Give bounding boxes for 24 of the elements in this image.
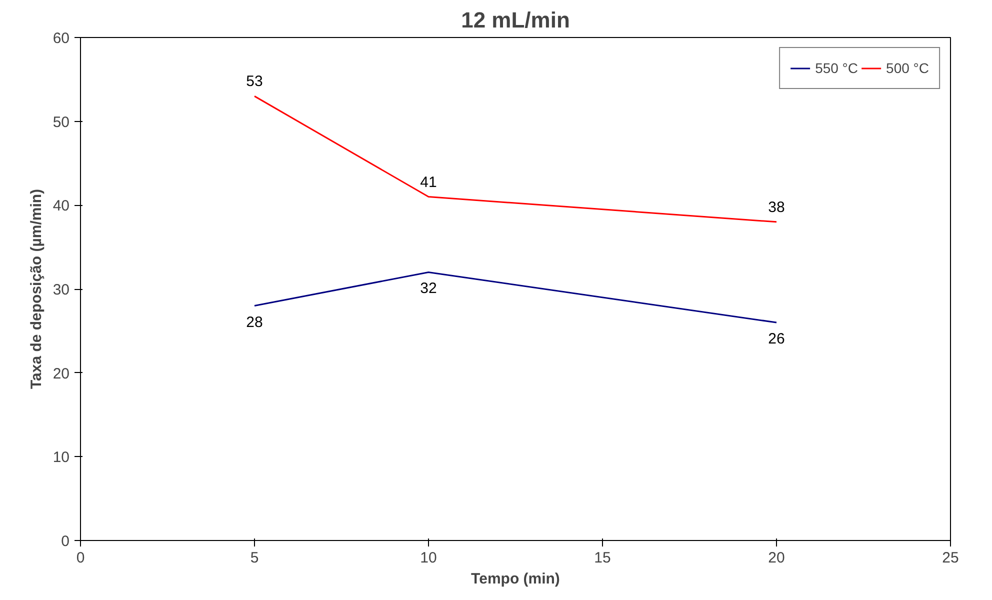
y-tick-label: 40: [52, 198, 70, 215]
y-tick-label: 50: [52, 114, 70, 131]
x-tick-label: 15: [594, 550, 611, 566]
x-tick-label: 10: [420, 550, 437, 566]
x-tick-label: 20: [768, 550, 785, 566]
x-tick-label: 25: [942, 550, 959, 566]
data-label: 28: [246, 314, 263, 331]
y-tick-label: 0: [61, 533, 70, 550]
y-axis-title: Taxa de deposição (µm/min): [28, 188, 45, 390]
x-axis-title: Tempo (min): [471, 570, 560, 588]
legend-label: 500 °C: [886, 60, 929, 76]
data-label: 38: [768, 198, 785, 216]
data-label: 53: [246, 73, 263, 90]
x-tick-label: 0: [76, 550, 85, 566]
y-tick-label: 60: [52, 30, 70, 47]
data-label: 41: [420, 174, 437, 191]
data-label: 26: [768, 330, 785, 348]
y-tick-label: 20: [52, 365, 70, 382]
data-label: 32: [420, 280, 437, 298]
y-tick-label: 30: [52, 282, 70, 298]
x-tick-label: 5: [250, 550, 259, 566]
legend-label: 550 °C: [815, 60, 858, 76]
y-tick-label: 10: [52, 449, 70, 466]
chart-title: 12 mL/min: [461, 8, 570, 32]
